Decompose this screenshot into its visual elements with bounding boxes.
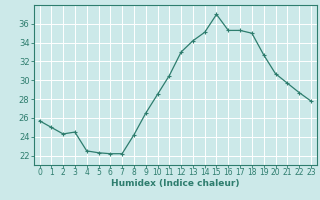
X-axis label: Humidex (Indice chaleur): Humidex (Indice chaleur): [111, 179, 239, 188]
